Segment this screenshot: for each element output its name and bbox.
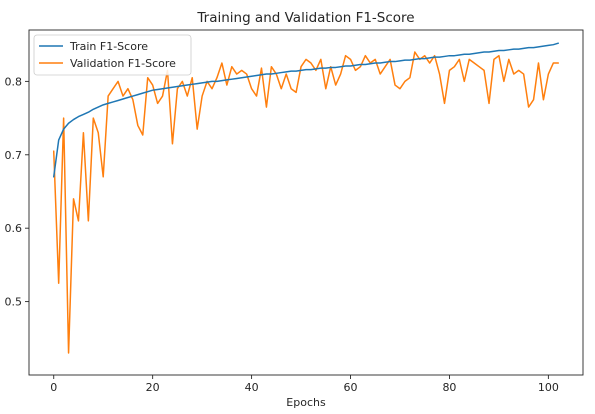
y-tick-label: 0.7 [5,149,23,162]
y-axis: 0.5 0.6 0.7 0.8 [5,75,29,309]
y-tick-label: 0.5 [5,296,23,309]
chart-title: Training and Validation F1-Score [196,10,414,26]
x-tick-label: 0 [50,381,57,394]
x-axis-label: Epochs [286,396,326,409]
validation-f1-line [52,51,560,354]
x-tick-label: 40 [245,381,259,394]
y-tick-label: 0.8 [5,75,23,88]
x-tick-label: 60 [344,381,358,394]
legend-box [33,34,192,76]
x-tick-label: 100 [538,381,559,394]
series-lines [52,42,560,354]
x-tick-label: 80 [442,381,456,394]
x-axis: 0 20 40 60 80 100 [50,375,559,394]
y-tick-label: 0.6 [5,222,23,235]
legend-entry-label: Validation F1-Score [70,57,176,70]
plot-frame [28,29,584,376]
x-tick-label: 20 [146,381,160,394]
legend: Train F1-Score Validation F1-Score [33,34,192,76]
train-f1-line [52,42,560,178]
legend-entry-label: Train F1-Score [69,40,148,53]
